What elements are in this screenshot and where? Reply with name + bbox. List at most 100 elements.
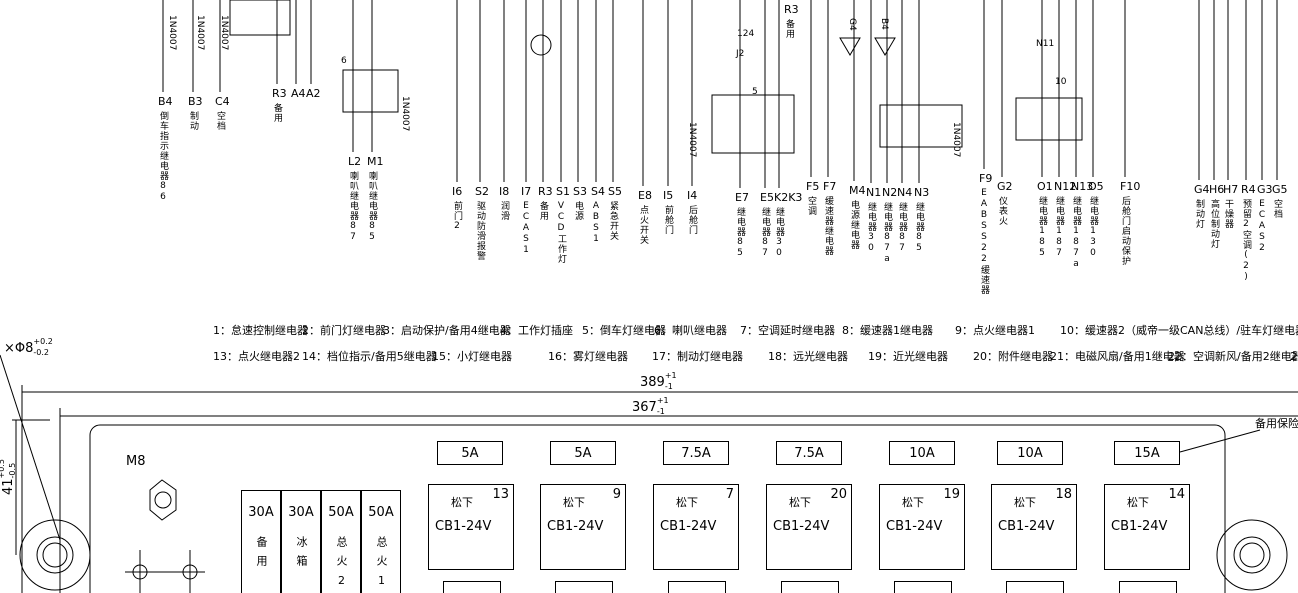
wire-desc: 继电器87: [760, 207, 770, 259]
mount-ear: [1216, 519, 1288, 591]
wire-code: E7: [735, 191, 749, 204]
main-fuse: 50A 总火2: [321, 490, 361, 593]
wire-code: G5: [1272, 183, 1288, 196]
relay-model: CB1-24V: [435, 519, 492, 534]
spare-label: 备用保险: [1255, 417, 1298, 430]
relay-symbol: [1015, 97, 1083, 141]
annotation: 1N4007: [195, 15, 205, 51]
board-outline: [89, 424, 1226, 593]
wire-desc: 空档: [215, 111, 225, 131]
wire-code: R3: [272, 87, 287, 100]
wire-code: G4: [1194, 183, 1210, 196]
dimension: ×Φ8 +0.2 -0.2: [4, 338, 53, 357]
dimension: 367 +1 -1: [632, 397, 669, 416]
relay-number: 20: [830, 487, 847, 502]
fuse: 10A: [997, 441, 1063, 465]
lamp-symbol: [530, 34, 552, 56]
legend-item: 17：制动灯继电器: [652, 350, 743, 363]
relay-number: 14: [1168, 487, 1185, 502]
wire-desc: 继电器30: [774, 207, 784, 259]
wire-desc: 备用: [272, 103, 282, 123]
mount-ear: [19, 519, 91, 591]
relay-brand: 松下: [1127, 496, 1149, 509]
relay: 19 松下 CB1-24V: [879, 484, 965, 593]
annotation: J2: [736, 49, 745, 59]
main-fuse: 50A 总火1: [361, 490, 401, 593]
tolerance-lower: -1: [664, 382, 673, 391]
tolerance-upper: +0.2: [33, 337, 53, 346]
relay-symbol: [229, 0, 291, 36]
relay-symbol: [342, 69, 399, 113]
legend-item: 10：缓速器2（威帝一级CAN总线）/驻车灯继电器（非CA: [1060, 324, 1298, 337]
mount-hole: [36, 536, 74, 574]
relay-brand: 松下: [563, 496, 585, 509]
leader-line: [0, 354, 61, 541]
relay-model: CB1-24V: [886, 519, 943, 534]
legend-item: 22：空调新风/备用2继电器: [1168, 350, 1298, 363]
legend-item: 2: [1290, 350, 1297, 363]
relay: 18 松下 CB1-24V: [991, 484, 1077, 593]
wire-code: H6: [1209, 183, 1225, 196]
wire-code: M4: [849, 184, 866, 197]
dimension: 41 +0.5 -0.5: [0, 459, 17, 495]
tolerance-upper: +1: [664, 371, 677, 380]
wire-code: I5: [663, 189, 674, 202]
annotation: 1N4007: [951, 122, 961, 158]
annotation: 124: [737, 29, 755, 39]
wire-code: F7: [823, 180, 837, 193]
legend-item: 13：点火继电器2: [213, 350, 300, 363]
wire-desc: 空调: [806, 196, 816, 216]
wire-code: I8: [499, 185, 510, 198]
relay-symbol: [879, 104, 963, 148]
wire-code: S3: [573, 185, 587, 198]
wire-code: A4: [291, 87, 306, 100]
wire-desc: 后舱门启动保护: [1120, 196, 1130, 266]
wire-code: O5: [1088, 180, 1104, 193]
legend-item: 7：空调延时继电器: [740, 324, 835, 337]
relay: 9 松下 CB1-24V: [540, 484, 626, 593]
wire-desc: 空档: [1272, 199, 1282, 219]
wire-desc: 仪表火: [997, 196, 1007, 226]
relay-socket: [781, 581, 839, 593]
annotation: 5: [752, 87, 758, 97]
relay-number: 18: [1055, 487, 1072, 502]
relay-socket: [443, 581, 501, 593]
legend-item: 19：近光继电器: [868, 350, 948, 363]
main-fuse-label: 冰箱: [295, 536, 308, 574]
fuse: 5A: [550, 441, 616, 465]
fuse-rating: 10A: [909, 446, 935, 461]
wire-code: S1: [556, 185, 570, 198]
legend-item: 1：怠速控制继电器: [213, 324, 308, 337]
annotation: 10: [1055, 77, 1067, 87]
relay-brand: 松下: [1014, 496, 1036, 509]
wire-code: N2: [882, 186, 898, 199]
relay-number: 9: [612, 487, 621, 502]
relay-socket: [555, 581, 613, 593]
relay: 13 松下 CB1-24V: [428, 484, 514, 593]
annotation: B4: [879, 18, 889, 30]
wire-code: L2: [348, 155, 362, 168]
legend-item: 9：点火继电器1: [955, 324, 1035, 337]
wire-code: N12: [1054, 180, 1077, 193]
wire-desc: 高位制动灯: [1209, 199, 1219, 249]
wire-desc: 驱动防滑报警: [475, 201, 485, 261]
wire-code: K2K3: [774, 191, 803, 204]
wire-code: S4: [591, 185, 605, 198]
wire-desc: 继电器85: [914, 202, 924, 254]
relay-number: 7: [725, 487, 734, 502]
legend-item: 14：档位指示/备用5继电器: [302, 350, 437, 363]
dimension-text: 389: [640, 375, 665, 390]
wire-desc: 紧急开关: [608, 201, 618, 241]
wire-code: I4: [687, 189, 698, 202]
tolerance-upper: +0.5: [0, 459, 6, 479]
wire-desc: 预留2空调(2): [1241, 199, 1251, 283]
fuse: 7.5A: [776, 441, 842, 465]
wire-desc: 润滑: [499, 201, 509, 221]
relay-brand: 松下: [789, 496, 811, 509]
wire-code: O1: [1037, 180, 1053, 193]
wire-code: G3: [1257, 183, 1273, 196]
annotation: 1N4007: [219, 15, 229, 51]
wire-code: B3: [188, 95, 203, 108]
